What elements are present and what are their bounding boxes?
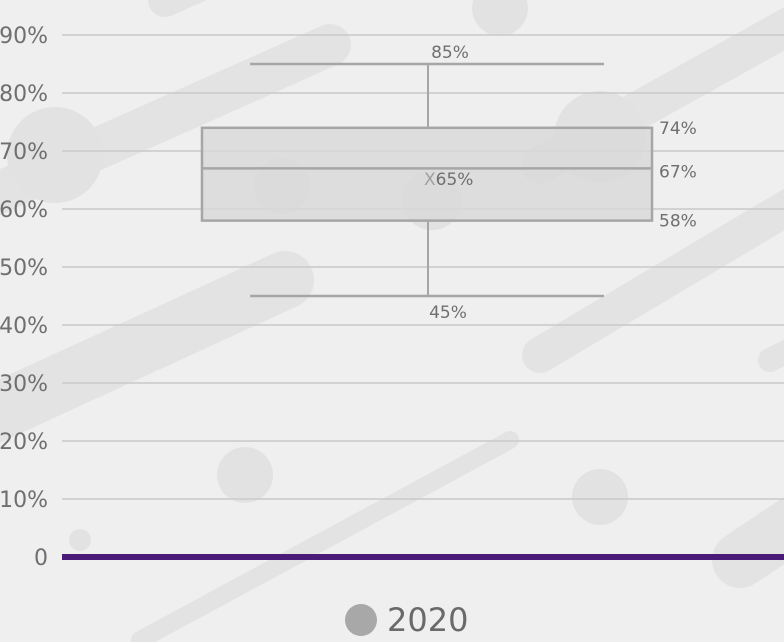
y-tick-label: 0 <box>34 546 48 571</box>
y-axis-ticks: 0 10% 20% 30% 40% 50% 60% 70% 80% 90% <box>0 24 48 571</box>
q1-label: 58% <box>659 212 697 232</box>
decoration-stripe <box>712 497 784 588</box>
y-tick-label: 50% <box>0 256 48 281</box>
y-tick-label: 30% <box>0 372 48 397</box>
decoration-stripe <box>522 188 784 373</box>
box-plot <box>200 62 654 298</box>
y-tick-label: 10% <box>0 488 48 513</box>
mean-marker: X <box>424 170 436 190</box>
y-tick-label: 20% <box>0 430 48 455</box>
decoration-circle <box>69 529 91 551</box>
y-tick-label: 60% <box>0 198 48 223</box>
mean-value: 65% <box>436 170 474 190</box>
decoration-circle <box>472 0 528 36</box>
legend-label: 2020 <box>387 601 469 639</box>
y-tick-label: 40% <box>0 314 48 339</box>
decoration-circle <box>572 469 628 525</box>
decoration-circle <box>7 107 103 203</box>
y-tick-label: 80% <box>0 82 48 107</box>
max-label: 85% <box>431 43 469 63</box>
decoration-circle <box>217 447 273 503</box>
decoration-stripe <box>0 251 314 443</box>
gridlines <box>62 34 784 500</box>
value-labels: 85% 45% 74% 67% 58% X65% <box>424 43 697 323</box>
y-tick-label: 90% <box>0 24 48 49</box>
iqr-box <box>200 126 654 222</box>
decoration-stripe <box>758 339 784 372</box>
legend-marker <box>345 604 377 636</box>
legend: 2020 <box>345 600 468 640</box>
min-label: 45% <box>429 303 467 323</box>
mean-label: X65% <box>424 170 473 190</box>
decoration-stripe <box>131 431 519 642</box>
q3-label: 74% <box>659 119 697 139</box>
median-label: 67% <box>659 162 697 182</box>
y-tick-label: 70% <box>0 140 48 165</box>
